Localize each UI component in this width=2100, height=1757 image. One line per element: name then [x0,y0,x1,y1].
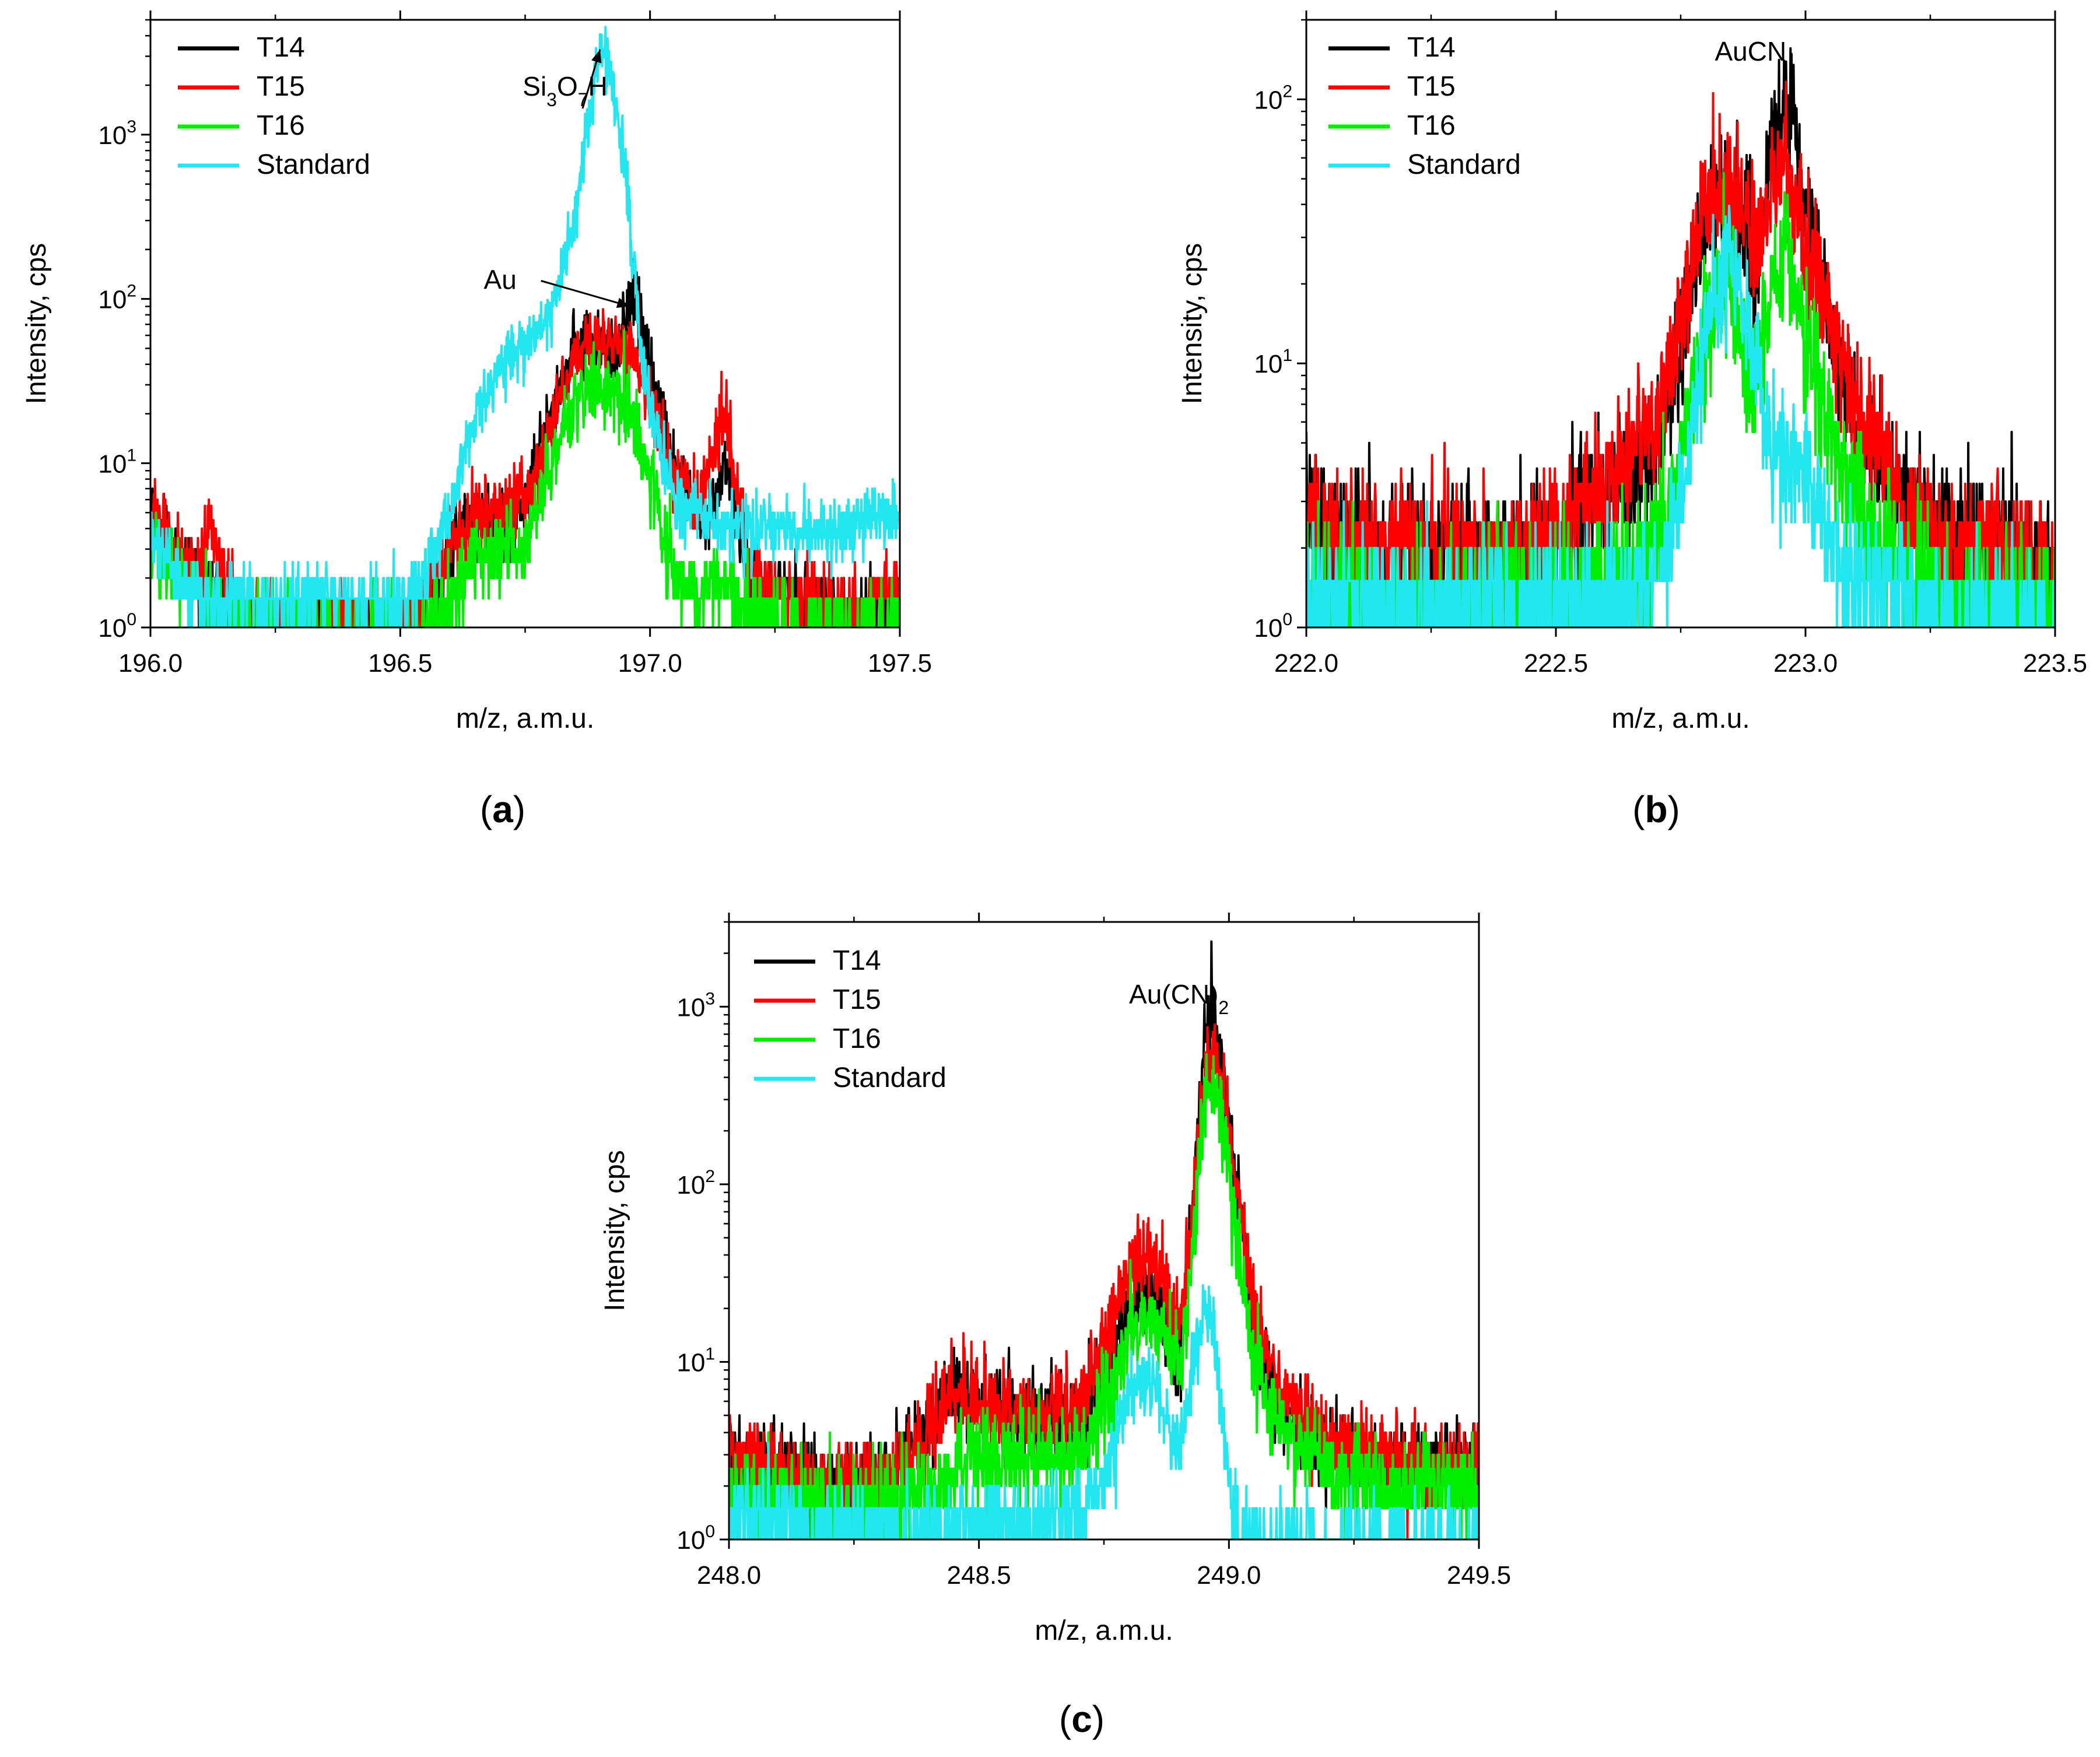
series-line-standard [1306,205,2055,627]
series-line-standard [150,26,900,627]
legend-label-t16: T16 [833,1023,881,1054]
y-tick-exponent: 0 [705,1522,715,1541]
legend-label-t14: T14 [833,945,881,976]
panel-label-a: (a) [480,788,525,830]
panel-label-c: (c) [1059,1698,1105,1740]
x-axis-label: m/z, a.m.u. [1035,1615,1173,1646]
y-tick-label: 103 [676,989,715,1022]
y-tick-base: 10 [1254,350,1282,378]
y-axis-label: Intensity, cps [1177,243,1208,405]
y-tick-base: 10 [676,993,705,1022]
y-tick-exponent: 3 [705,989,715,1008]
x-tick-label: 196.5 [368,649,432,678]
legend-label-t15: T15 [257,71,305,102]
x-axis-label: m/z, a.m.u. [456,703,594,734]
x-tick-label: 197.5 [868,649,932,678]
x-tick-label: 223.5 [2023,649,2087,678]
annotation-part: 7 [578,89,588,110]
annotation-si3o7h: Si3O7H [523,71,608,110]
annotation-part: 2 [1218,997,1229,1018]
annotation-part: 3 [546,89,557,110]
y-tick-label: 101 [1254,346,1292,378]
y-tick-exponent: 1 [1282,346,1292,365]
panel-label-b-letter: b [1645,788,1667,830]
y-tick-base: 10 [676,1171,705,1200]
x-tick-label: 249.0 [1197,1561,1261,1590]
series-line-t16 [150,329,900,627]
y-tick-exponent: 0 [1282,610,1292,629]
y-tick-exponent: 2 [1282,82,1292,101]
panel-label-b: (b) [1632,788,1680,830]
x-tick-label: 222.0 [1274,649,1338,678]
annotation-aucn: AuCN [1715,36,1786,66]
y-tick-label: 100 [676,1522,715,1555]
annotation-part: Au [484,265,517,295]
y-axis-label: Intensity, cps [600,1150,630,1311]
y-tick-base: 10 [676,1526,705,1555]
y-tick-base: 10 [1254,86,1282,114]
y-tick-label: 102 [98,282,136,314]
y-tick-exponent: 2 [127,282,136,301]
series-line-standard [729,1284,1479,1539]
y-tick-label: 102 [1254,82,1292,114]
legend-label-standard: Standard [257,149,370,180]
annotation-arrow-head [616,297,630,308]
legend-label-t15: T15 [1407,71,1456,102]
y-tick-base: 10 [98,121,127,150]
panel-label-c-letter: c [1071,1698,1092,1740]
legend-label-t14: T14 [257,32,305,63]
x-tick-label: 196.0 [118,649,183,678]
annotation-au: Au [484,265,517,295]
y-tick-exponent: 3 [127,117,136,136]
x-axis-label: m/z, a.m.u. [1611,703,1750,734]
series-line-t15 [1306,80,2055,627]
annotation-part: H [588,71,608,101]
annotation-arrow-head [591,49,602,64]
annotation-part: Si [523,71,546,101]
legend-label-t14: T14 [1407,32,1456,63]
legend-label-standard: Standard [1407,149,1521,180]
y-tick-label: 101 [98,446,136,478]
annotation-part: O [557,71,578,101]
annotation-part: AuCN [1715,36,1786,66]
y-tick-base: 10 [1254,614,1282,643]
x-tick-label: 248.0 [697,1561,761,1590]
y-tick-base: 10 [676,1348,705,1377]
y-tick-base: 10 [98,450,127,478]
x-tick-label: 222.5 [1524,649,1588,678]
y-tick-base: 10 [98,614,127,643]
y-tick-label: 101 [676,1344,715,1377]
legend-label-t15: T15 [833,984,881,1015]
annotation-arrow-line [541,280,630,307]
y-tick-base: 10 [98,286,127,314]
annotation-part: Au(CN) [1129,979,1218,1009]
panel-label-a-letter: a [492,788,513,830]
y-tick-label: 103 [98,117,136,150]
y-tick-exponent: 0 [127,610,136,629]
y-tick-label: 102 [676,1167,715,1200]
y-tick-exponent: 1 [705,1344,715,1363]
x-tick-label: 197.0 [618,649,682,678]
y-axis-label: Intensity, cps [21,243,52,405]
legend-label-standard: Standard [833,1062,946,1093]
x-tick-label: 223.0 [1773,649,1838,678]
y-tick-exponent: 2 [705,1167,715,1186]
annotation-aucn2: Au(CN)2 [1129,979,1229,1018]
x-tick-label: 248.5 [947,1561,1011,1590]
legend-label-t16: T16 [1407,110,1456,141]
x-tick-label: 249.5 [1447,1561,1511,1590]
legend-label-t16: T16 [257,110,305,141]
y-tick-label: 100 [1254,610,1292,643]
y-tick-label: 100 [98,610,136,643]
y-tick-exponent: 1 [127,446,136,465]
